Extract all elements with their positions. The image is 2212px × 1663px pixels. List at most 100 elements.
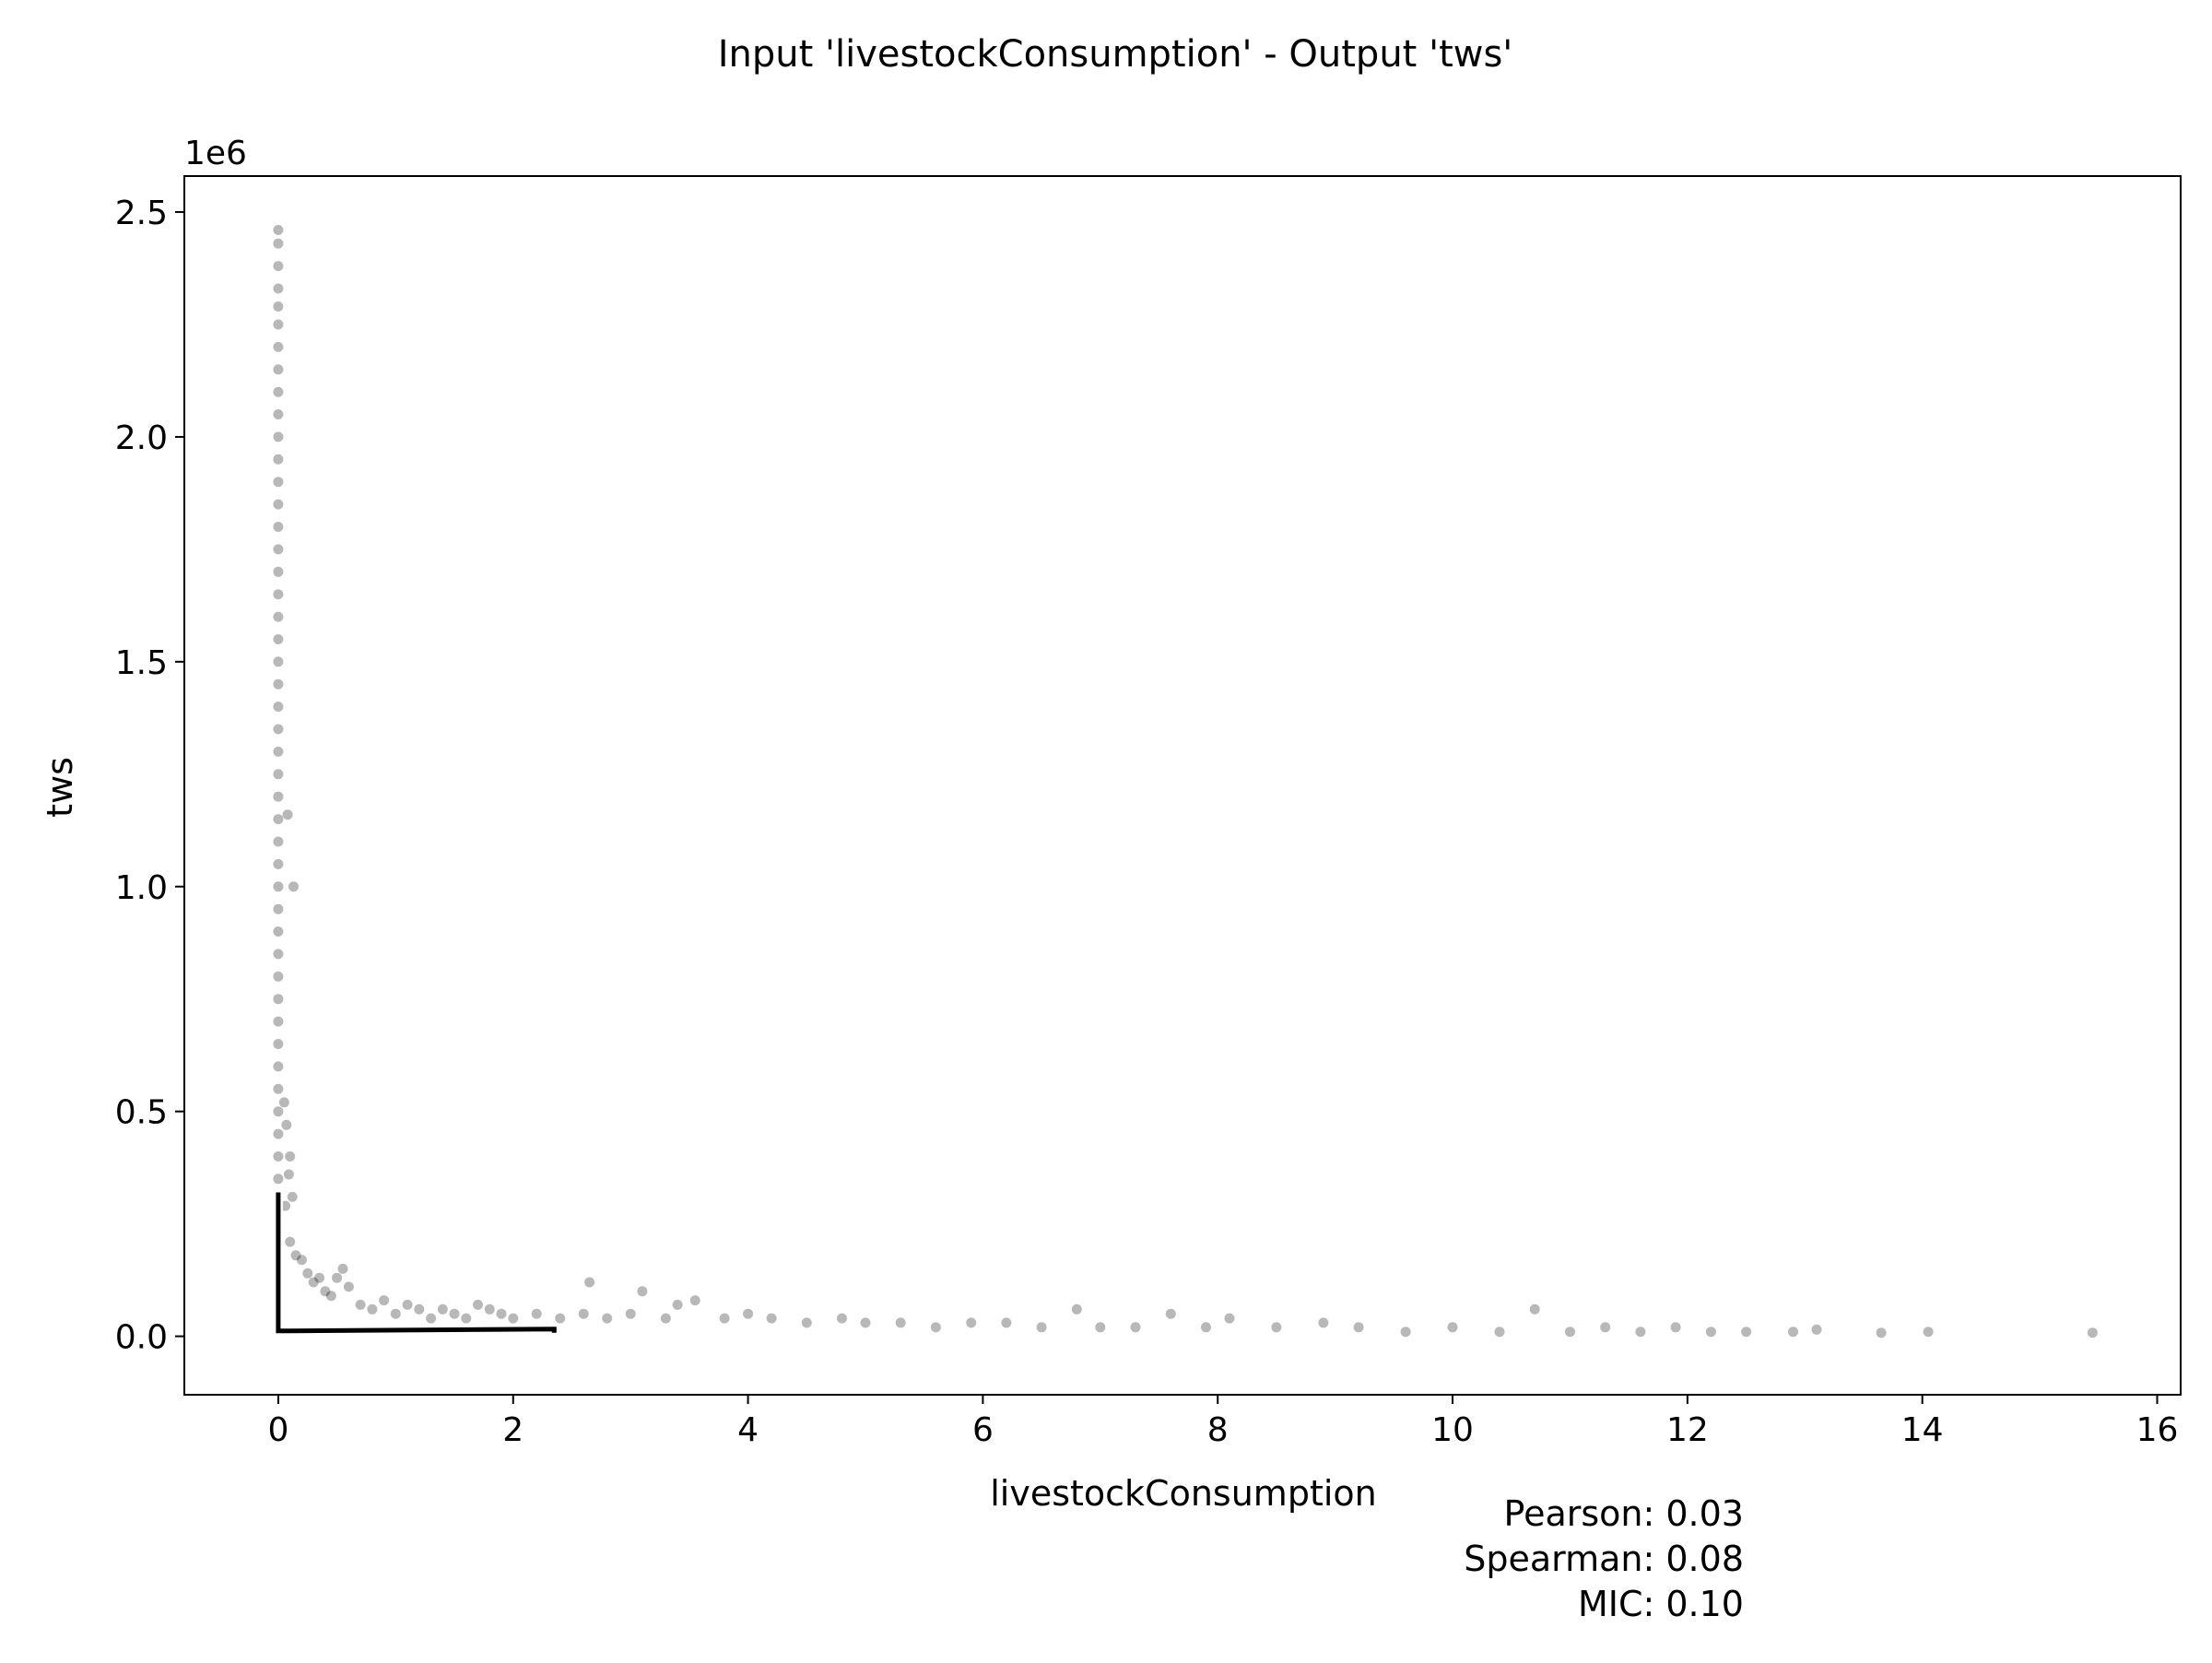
scatter-point xyxy=(273,678,284,690)
scatter-point xyxy=(1494,1327,1505,1338)
scatter-point xyxy=(281,1119,292,1130)
scatter-point xyxy=(273,225,284,235)
scatter-point xyxy=(273,858,284,869)
scatter-point xyxy=(273,881,284,892)
scatter-point xyxy=(660,1313,671,1324)
scatter-point xyxy=(461,1313,472,1324)
scatter-point xyxy=(473,1299,483,1310)
scatter-point xyxy=(273,611,284,622)
scatter-point xyxy=(273,634,284,644)
scatter-point xyxy=(273,791,284,802)
scatter-point xyxy=(719,1313,730,1324)
scatter-point xyxy=(332,1272,343,1283)
scatter-point xyxy=(288,881,299,892)
scatter-point xyxy=(273,477,284,488)
scatter-point xyxy=(355,1299,366,1310)
trend-layer xyxy=(273,1192,559,1336)
scatter-point xyxy=(273,994,284,1005)
plot-frame xyxy=(183,175,2182,1396)
scatter-point xyxy=(343,1281,354,1292)
scatter-point xyxy=(1400,1327,1411,1338)
scatter-point xyxy=(1036,1322,1047,1333)
y-tick-label: 2.5 xyxy=(115,195,168,232)
scatter-point xyxy=(273,283,284,294)
scatter-point xyxy=(273,386,284,397)
scatter-point xyxy=(449,1308,460,1319)
correlation-stats: Pearson: 0.03 Spearman: 0.08 MIC: 0.10 xyxy=(1464,1492,1744,1627)
scatter-point xyxy=(602,1313,613,1324)
scatter-point xyxy=(273,319,284,330)
scatter-point xyxy=(1741,1327,1752,1338)
scatter-point xyxy=(1447,1322,1458,1333)
scatter-point xyxy=(273,341,284,352)
y-axis-offset-label: 1e6 xyxy=(184,135,247,172)
x-tick-label: 2 xyxy=(502,1411,524,1449)
scatter-point xyxy=(930,1322,941,1333)
scatter-point xyxy=(273,724,284,735)
scatter-point xyxy=(1635,1327,1646,1338)
x-tick-label: 10 xyxy=(1431,1411,1474,1449)
scatter-point xyxy=(414,1303,425,1315)
scatter-point xyxy=(1788,1327,1798,1338)
scatter-point xyxy=(578,1308,589,1319)
scatter-point xyxy=(860,1317,871,1328)
scatter-point xyxy=(273,1174,284,1185)
scatter-point xyxy=(273,656,284,667)
scatter-point xyxy=(379,1295,390,1306)
scatter-point xyxy=(837,1313,847,1324)
scatter-point xyxy=(285,1151,296,1162)
scatter-point xyxy=(273,454,284,465)
y-axis-label: tws xyxy=(40,757,80,818)
scatter-point xyxy=(637,1286,648,1297)
scatter-point xyxy=(273,238,284,249)
scatter-point xyxy=(555,1313,566,1324)
y-tick-label: 0.5 xyxy=(115,1094,168,1132)
scatter-point xyxy=(1318,1317,1329,1328)
scatter-point xyxy=(1001,1317,1012,1328)
scatter-point xyxy=(273,949,284,960)
scatter-point xyxy=(296,1255,307,1266)
scatter-point xyxy=(689,1295,700,1306)
scatter-point xyxy=(285,1236,296,1247)
scatter-point xyxy=(282,809,293,820)
scatter-point xyxy=(273,769,284,780)
y-tick-label: 1.5 xyxy=(115,644,168,682)
scatter-point xyxy=(1130,1322,1141,1333)
scatter-point xyxy=(273,522,284,532)
scatter-point xyxy=(273,1061,284,1072)
scatter-point xyxy=(273,903,284,914)
scatter-point xyxy=(1565,1327,1575,1338)
scatter-point xyxy=(531,1308,542,1319)
scatter-point xyxy=(273,926,284,937)
scatter-point xyxy=(273,1106,284,1117)
scatter-point xyxy=(302,1268,313,1279)
scatter-point xyxy=(273,971,284,982)
x-axis-label: livestockConsumption xyxy=(990,1473,1377,1514)
data-layer xyxy=(273,225,2098,1339)
scatter-point xyxy=(273,589,284,600)
x-tick-label: 12 xyxy=(1666,1411,1709,1449)
scatter-point xyxy=(766,1313,777,1324)
x-tick-label: 8 xyxy=(1207,1411,1229,1449)
scatter-point xyxy=(273,499,284,510)
scatter-point xyxy=(1876,1327,1887,1339)
scatter-point xyxy=(1529,1303,1540,1315)
scatter-point xyxy=(320,1286,331,1297)
scatter-point xyxy=(496,1308,507,1319)
scatter-point xyxy=(273,1083,284,1094)
scatter-point xyxy=(273,1039,284,1049)
y-axis-ticks: 0.0 0.5 1.0 1.5 2.0 2.5 xyxy=(115,195,184,1357)
trend-line xyxy=(276,1192,557,1334)
scatter-point xyxy=(308,1277,319,1288)
x-tick-label: 4 xyxy=(737,1411,759,1449)
scatter-point xyxy=(390,1308,401,1319)
scatter-point xyxy=(508,1313,519,1324)
scatter-point xyxy=(273,544,284,555)
scatter-point xyxy=(337,1263,348,1274)
scatter-point xyxy=(1271,1322,1282,1333)
scatter-point xyxy=(1095,1322,1106,1333)
scatter-point xyxy=(273,431,284,442)
scatter-point xyxy=(278,1097,289,1108)
scatter-point xyxy=(672,1299,683,1310)
